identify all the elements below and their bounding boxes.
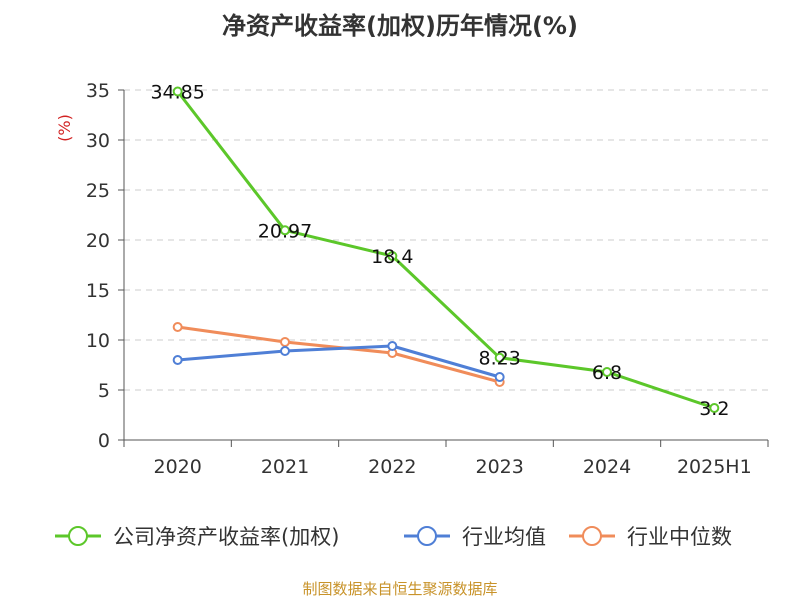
data-point: [387, 341, 398, 351]
y-tick-label: 35: [86, 80, 110, 102]
data-point: [709, 403, 720, 413]
y-tick-label: 25: [86, 180, 110, 202]
x-tick-label: 2025H1: [677, 456, 752, 478]
data-labels: 34.85 20.97 18.4 8.23 6.8 3.2: [150, 82, 729, 421]
data-point: [387, 251, 398, 261]
series-line: [177, 344, 501, 379]
data-point: [280, 346, 290, 356]
legend[interactable]: 公司净资产收益率(加权) 行业均值 行业中位数: [55, 525, 732, 549]
legend-label: 行业均值: [462, 525, 546, 549]
legend-label: 公司净资产收益率(加权): [113, 525, 339, 549]
y-axis-label: (%): [55, 114, 74, 142]
y-tick-label: 10: [86, 330, 110, 352]
source-note: 制图数据来自恒生聚源数据库: [302, 580, 498, 598]
data-point: [172, 322, 183, 332]
data-point: [602, 367, 612, 377]
axes: 0 5 10 15 20 25 30 35 2020 2021 2022 2023 2024 2025H1…: [55, 80, 769, 478]
data-label: 8.23: [479, 348, 521, 370]
legend-swatch-marker: [68, 526, 88, 546]
y-tick-label: 0: [98, 430, 110, 452]
y-tick-label: 5: [98, 380, 110, 402]
x-tick-label: 2023: [475, 456, 523, 478]
data-point: [494, 372, 505, 382]
legend-label: 行业中位数: [627, 525, 732, 549]
chart-title: 净资产收益率(加权)历年情况(%): [222, 12, 578, 40]
y-tick-label: 20: [86, 230, 110, 252]
x-tick-label: 2020: [153, 456, 201, 478]
data-label: 34.85: [150, 82, 204, 104]
data-point: [280, 225, 290, 236]
y-tick-label: 30: [86, 130, 110, 152]
y-tick-label: 15: [86, 280, 110, 302]
data-label: 18.4: [371, 246, 413, 268]
data-label: 3.2: [699, 398, 729, 420]
data-point: [172, 86, 183, 97]
data-point: [280, 337, 290, 347]
x-tick-label: 2022: [368, 456, 416, 478]
legend-item[interactable]: 行业中位数: [569, 525, 732, 549]
legend-swatch-marker: [582, 526, 602, 546]
data-point: [494, 352, 505, 363]
x-tick-label: 2021: [261, 456, 309, 478]
series-line: [176, 90, 715, 410]
legend-swatch-marker: [417, 526, 437, 546]
gridlines: [124, 89, 768, 391]
legend-item[interactable]: 公司净资产收益率(加权): [55, 525, 339, 549]
legend-item[interactable]: 行业均值: [404, 525, 546, 549]
data-point: [172, 355, 183, 365]
series-lines: [172, 86, 720, 413]
data-label: 20.97: [258, 220, 312, 242]
x-tick-label: 2024: [583, 456, 631, 478]
data-label: 6.8: [592, 362, 622, 384]
